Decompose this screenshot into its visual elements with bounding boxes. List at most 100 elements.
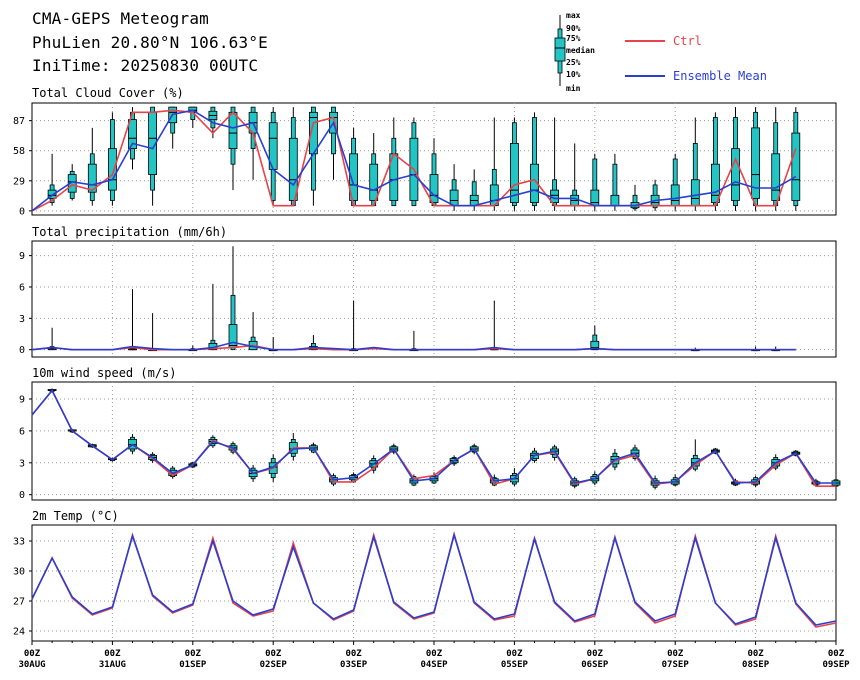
panel-title: 2m Temp (°C) [32, 509, 119, 523]
x-tick-label-date: 06SEP [581, 660, 609, 670]
ensemble-box [670, 153, 680, 211]
ensemble-box [711, 112, 720, 211]
x-tick-label-date: 08SEP [742, 660, 770, 670]
ensemble-box [128, 289, 137, 351]
panel-3: 2m Temp (°C) 24 27 30 33 [13, 509, 837, 642]
panel-0: Total Cloud Cover (%) 0 29 58 87 [13, 86, 837, 217]
ensemble-box [610, 153, 620, 211]
init-time-label: IniTime: 20250830 00UTC [32, 56, 259, 75]
ensemble-box [369, 133, 379, 207]
x-tick-label-date: 31AUG [99, 660, 126, 670]
box-iqr [509, 143, 519, 203]
x-tick-label-time: 00Z [747, 649, 764, 659]
panel-title: Total Cloud Cover (%) [32, 86, 184, 100]
ensemble-box [630, 184, 640, 211]
legend-line-label: Ensemble Mean [673, 69, 767, 83]
box-iqr [67, 174, 77, 193]
ensemble-box [409, 330, 419, 352]
box-iqr [228, 324, 238, 348]
x-tick-label-time: 00Z [185, 649, 202, 659]
box-iqr [670, 184, 680, 207]
box-iqr [530, 163, 539, 203]
box-iqr [590, 340, 600, 351]
box-iqr [711, 163, 720, 203]
x-tick-label-time: 00Z [104, 649, 121, 659]
y-tick-label: 6 [19, 282, 25, 293]
ctrl-line [31, 109, 797, 212]
meteogram-title: CMA-GEPS Meteogram [32, 9, 209, 28]
x-tick-label-date: 05SEP [501, 660, 529, 670]
box-inner-range [532, 117, 537, 207]
legend-box-iqr [554, 37, 566, 62]
x-tick-label-time: 00Z [426, 649, 443, 659]
box-inner-range [632, 194, 638, 210]
box-iqr [590, 189, 600, 207]
ensemble-mean-line [31, 389, 836, 484]
x-tick-label-date: 30AUG [18, 660, 45, 670]
ensemble-box [228, 106, 238, 191]
ensemble-box [108, 112, 117, 206]
ensemble-box [791, 107, 801, 211]
ensemble-box [47, 153, 57, 206]
box-iqr [87, 163, 97, 193]
x-tick-label-date: 01SEP [179, 660, 207, 670]
box-inner-range [230, 294, 236, 351]
ensemble-box [248, 312, 258, 351]
ensemble-box [228, 246, 238, 351]
x-tick-label-time: 00Z [24, 649, 41, 659]
y-tick-label: 3 [19, 458, 25, 469]
ensemble-box [590, 153, 600, 211]
y-tick-label: 6 [19, 426, 25, 437]
ensemble-box [87, 127, 97, 206]
ensemble-box [208, 283, 218, 351]
panel-1: Total precipitation (mm/6h) 0 3 6 9 [19, 225, 837, 358]
y-tick-label: 3 [19, 314, 25, 325]
legend-box-label: 75% [566, 34, 581, 43]
legend-box-label: min [566, 83, 581, 93]
ensemble-box [590, 325, 600, 351]
ensemble-box [288, 433, 298, 461]
y-tick-label: 30 [13, 567, 25, 578]
box-iqr [47, 189, 57, 199]
ensemble-mean-line [31, 341, 796, 351]
legend-box-label: max [566, 11, 581, 20]
x-axis: 00Z30AUG00Z31AUG00Z01SEP00Z02SEP00Z03SEP… [18, 641, 850, 670]
box-iqr [449, 189, 459, 207]
x-tick-label-time: 00Z [828, 649, 845, 659]
ctrl-line [31, 530, 837, 628]
panel-title: Total precipitation (mm/6h) [32, 225, 227, 239]
y-tick-label: 9 [19, 395, 25, 406]
panel-title: 10m wind speed (m/s) [32, 366, 177, 380]
ensemble-mean-line [31, 109, 797, 212]
box-iqr [128, 119, 137, 150]
box-iqr [228, 111, 238, 150]
y-tick-label: 27 [13, 597, 25, 608]
box-iqr [610, 194, 620, 207]
ensemble-box [47, 327, 57, 351]
location-label: PhuLien 20.80°N 106.63°E [32, 33, 268, 52]
x-tick-label-time: 00Z [345, 649, 362, 659]
legend-box-label: median [566, 45, 595, 55]
ensemble-box [268, 107, 278, 206]
x-tick-label-time: 00Z [587, 649, 604, 659]
x-tick-label-time: 00Z [265, 649, 282, 659]
ctrl-line [31, 389, 836, 488]
ensemble-box [690, 117, 700, 211]
box-iqr [349, 153, 359, 201]
box-iqr [108, 148, 117, 191]
y-tick-label: 9 [19, 251, 25, 262]
box-iqr [690, 179, 700, 207]
ensemble-box [509, 117, 519, 211]
ensemble-box [489, 300, 499, 351]
ensemble-box [349, 300, 359, 352]
y-tick-label: 33 [13, 537, 25, 548]
x-tick-label-date: 07SEP [662, 660, 690, 670]
ensemble-box [509, 468, 519, 487]
x-tick-label-date: 04SEP [420, 660, 448, 670]
ensemble-box [128, 107, 137, 170]
legend-box-label: 10% [566, 70, 581, 79]
y-tick-label: 29 [13, 176, 25, 187]
box-iqr [751, 127, 760, 199]
ensemble-box [771, 107, 781, 211]
